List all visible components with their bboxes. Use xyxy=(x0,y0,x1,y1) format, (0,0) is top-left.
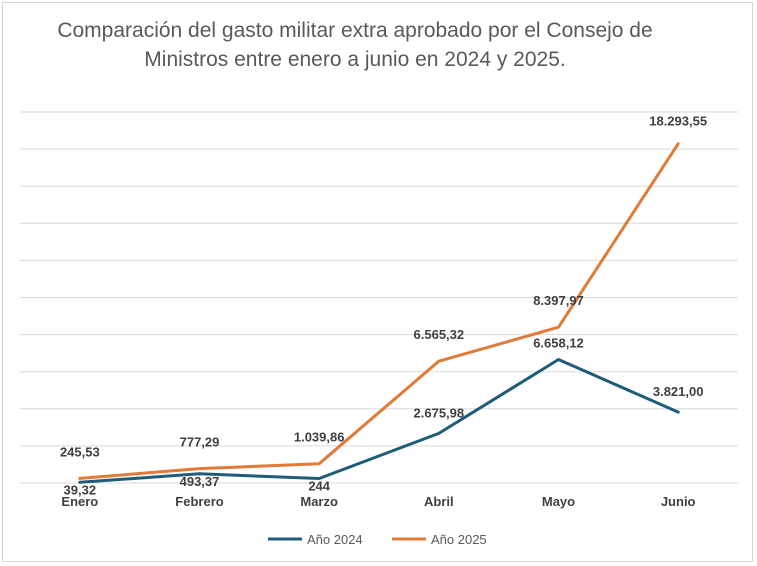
legend-label: Año 2024 xyxy=(307,532,363,547)
x-axis-ticks: Enero Febrero Marzo Abril Mayo Junio xyxy=(61,494,695,509)
data-label: 6.658,12 xyxy=(533,335,584,350)
data-label: 245,53 xyxy=(60,444,100,459)
legend-label: Año 2025 xyxy=(431,532,487,547)
data-label: 493,37 xyxy=(180,474,220,489)
data-label: 39,32 xyxy=(64,482,97,497)
data-label: 777,29 xyxy=(180,435,220,450)
chart-title: Comparación del gasto militar extra apro… xyxy=(57,19,653,71)
data-label: 18.293,55 xyxy=(649,114,707,129)
data-label: 6.565,32 xyxy=(414,327,465,342)
x-tick-label: Junio xyxy=(661,494,696,509)
x-tick-label: Enero xyxy=(61,494,98,509)
gridlines xyxy=(20,111,738,484)
x-tick-label: Febrero xyxy=(175,494,223,509)
series-line-1 xyxy=(78,358,680,484)
x-tick-label: Mayo xyxy=(542,494,575,509)
data-label: 244 xyxy=(308,478,330,493)
series-lines xyxy=(78,142,680,484)
data-label: 8.397,97 xyxy=(533,293,584,308)
series-line-2 xyxy=(78,142,680,480)
x-tick-label: Abril xyxy=(424,494,454,509)
legend: Año 2024 Año 2025 xyxy=(268,532,487,547)
data-label: 1.039,86 xyxy=(294,430,345,445)
x-tick-label: Marzo xyxy=(300,494,338,509)
data-label: 2.675,98 xyxy=(414,405,465,420)
data-label: 3.821,00 xyxy=(653,384,704,399)
data-labels: 39,32 493,37 244 2.675,98 6.658,12 3.821,00 24… xyxy=(60,114,707,498)
